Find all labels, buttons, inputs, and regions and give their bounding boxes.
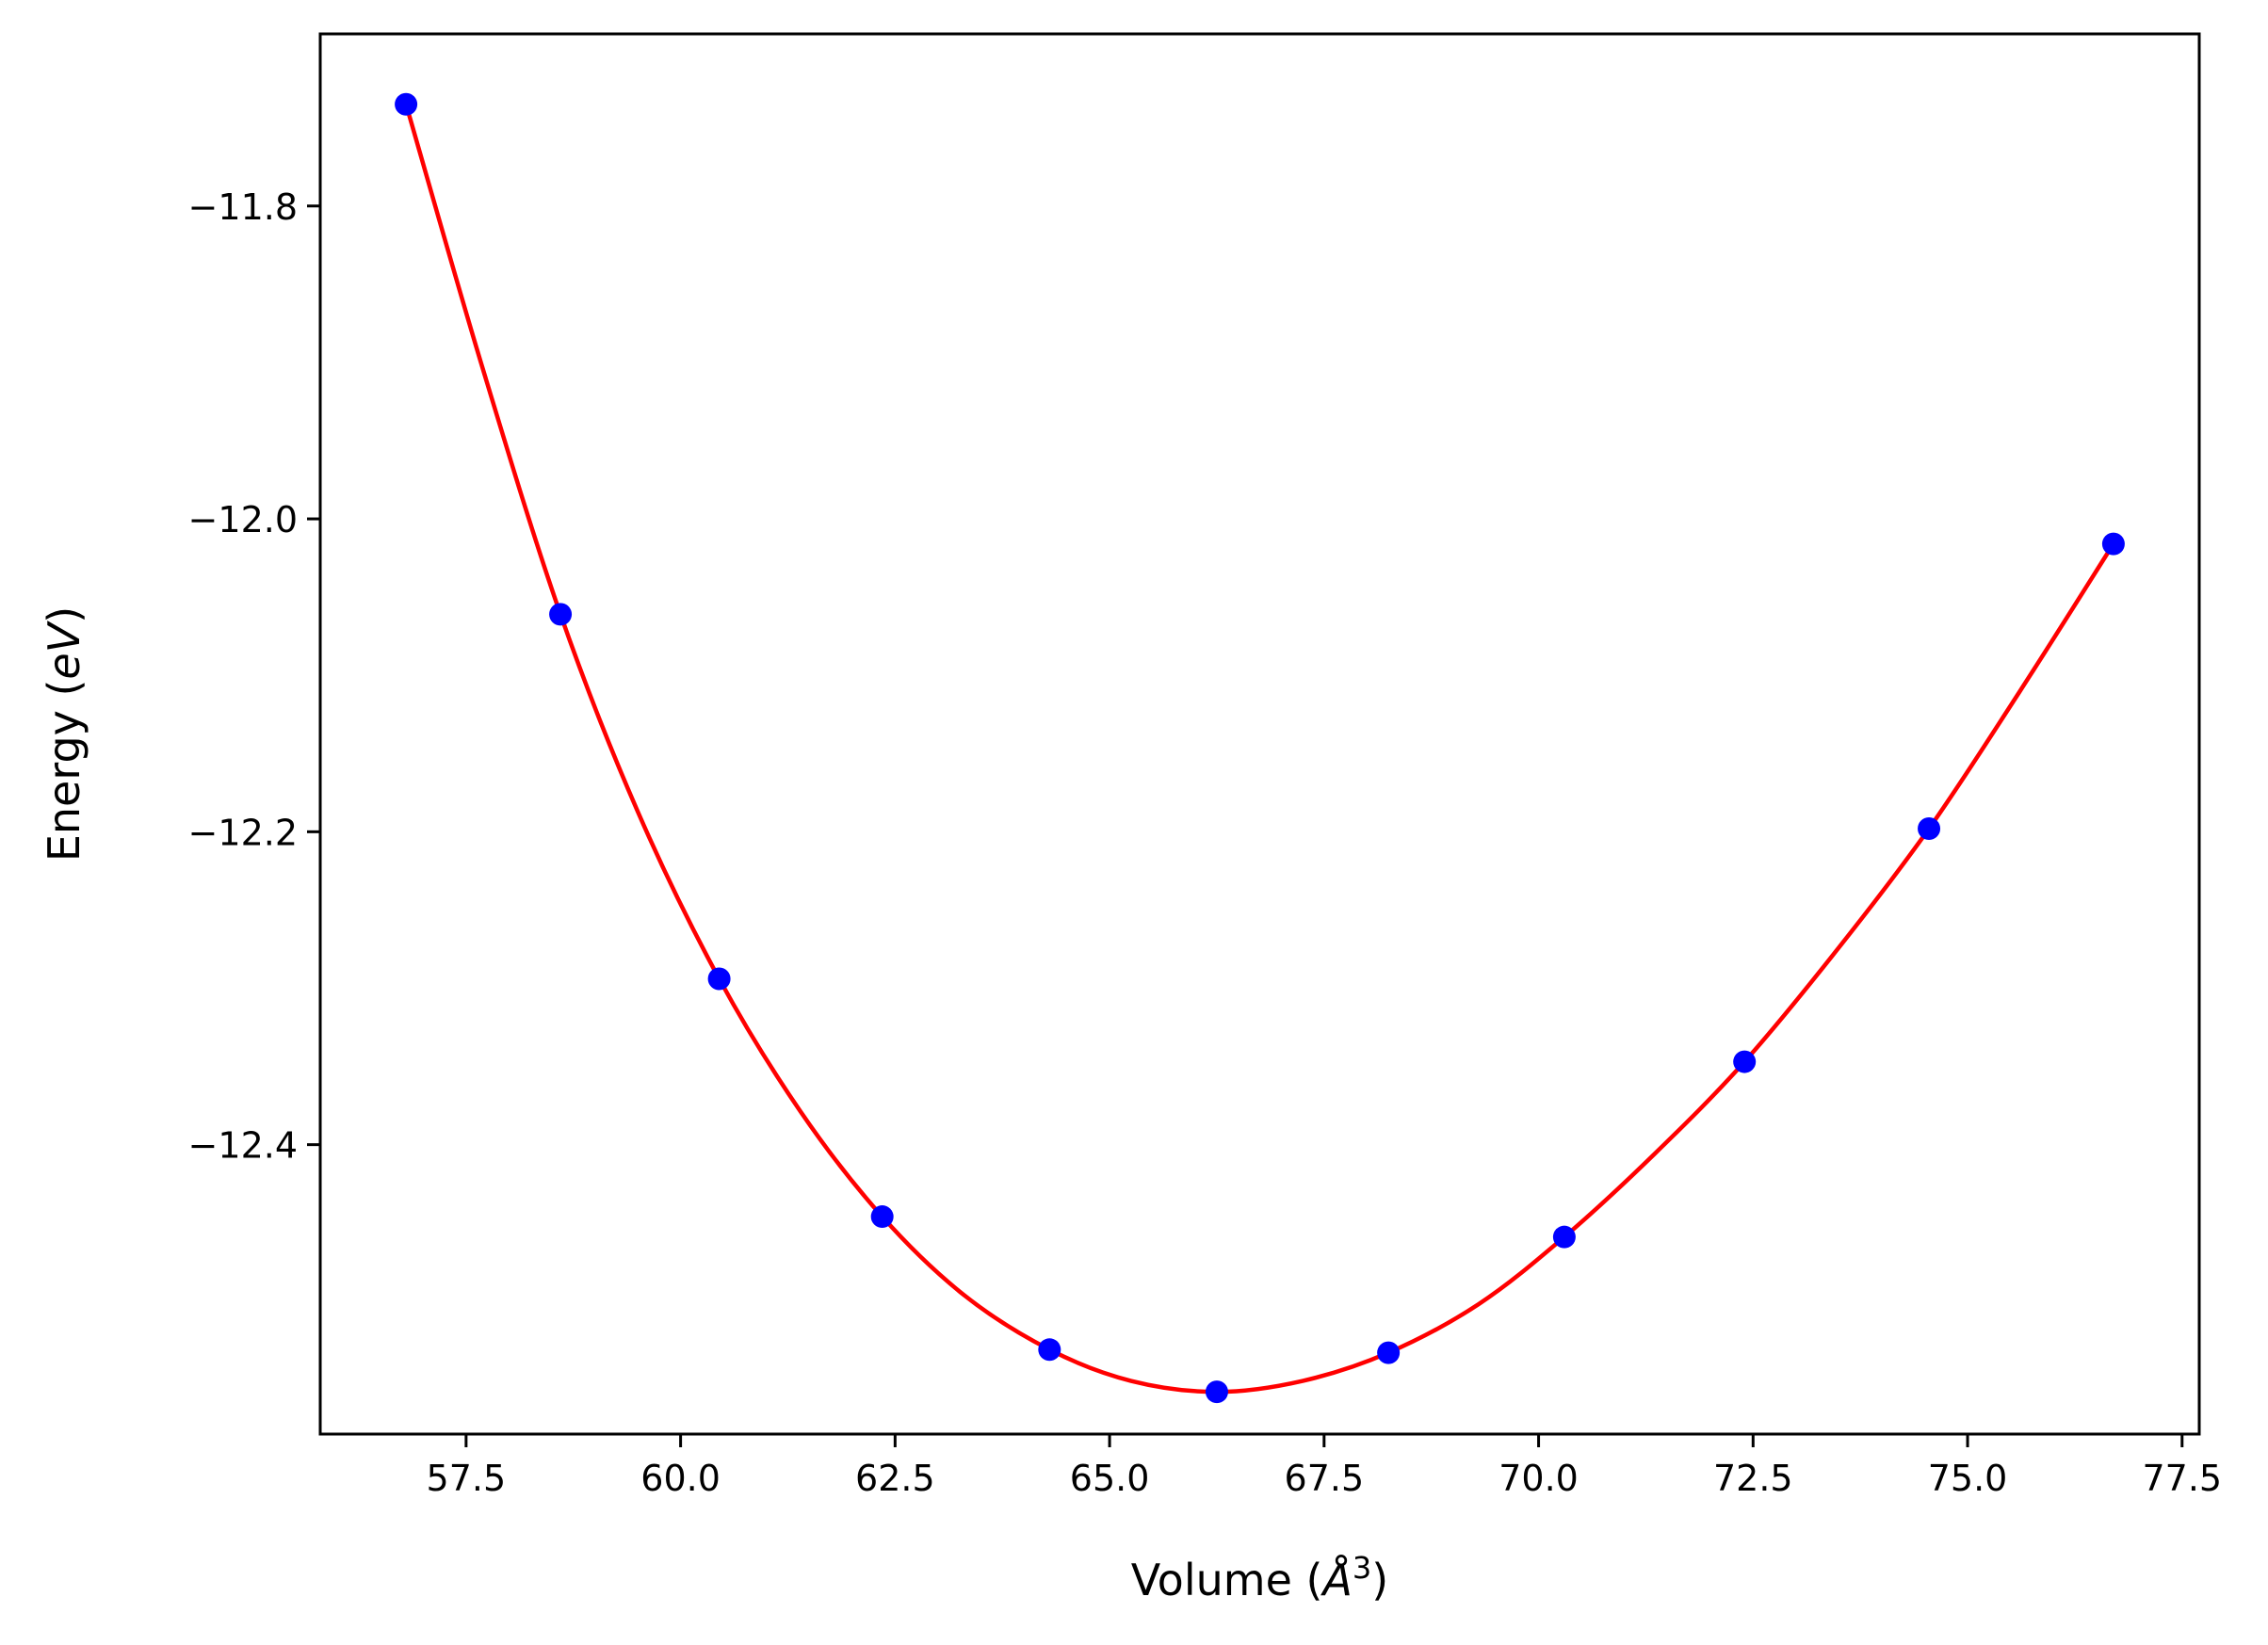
x-tick-label: 57.5 [427, 1458, 507, 1499]
x-tick-label: 67.5 [1285, 1458, 1365, 1499]
data-point [395, 92, 418, 116]
y-axis-label: Energy (eV) [39, 606, 89, 862]
data-point [1038, 1338, 1061, 1362]
data-point [2101, 532, 2125, 556]
data-point [1552, 1225, 1576, 1249]
data-point [870, 1205, 894, 1229]
fit-curve-layer [403, 104, 2115, 1395]
x-tick-label: 72.5 [1713, 1458, 1793, 1499]
x-tick-label: 60.0 [640, 1458, 721, 1499]
data-points-layer [395, 92, 2125, 1404]
y-axis-ticks: −11.8 −12.0 −12.2 −12.4 [188, 186, 320, 1167]
x-axis-label: Volume (Å3) [1131, 1550, 1388, 1605]
data-point [549, 603, 573, 626]
data-point [1733, 1050, 1757, 1073]
plot-frame [318, 32, 2201, 1436]
data-point [1205, 1380, 1228, 1404]
x-tick-label: 77.5 [2142, 1458, 2222, 1499]
y-tick-label: −11.8 [188, 186, 298, 228]
data-point [707, 967, 731, 991]
data-point [1377, 1341, 1401, 1364]
x-tick-label: 70.0 [1498, 1458, 1579, 1499]
y-tick-label: −12.4 [188, 1125, 298, 1167]
x-tick-label: 75.0 [1928, 1458, 2008, 1499]
x-tick-label: 62.5 [855, 1458, 935, 1499]
data-point [1918, 817, 1941, 841]
y-tick-label: −12.0 [188, 499, 298, 540]
x-axis-ticks: 57.5 60.0 62.5 65.0 67.5 70.0 72.5 75.0 77.5 [427, 1434, 2222, 1499]
fit-curve [403, 104, 2115, 1395]
y-tick-label: −12.2 [188, 812, 298, 853]
x-tick-label: 65.0 [1070, 1458, 1150, 1499]
